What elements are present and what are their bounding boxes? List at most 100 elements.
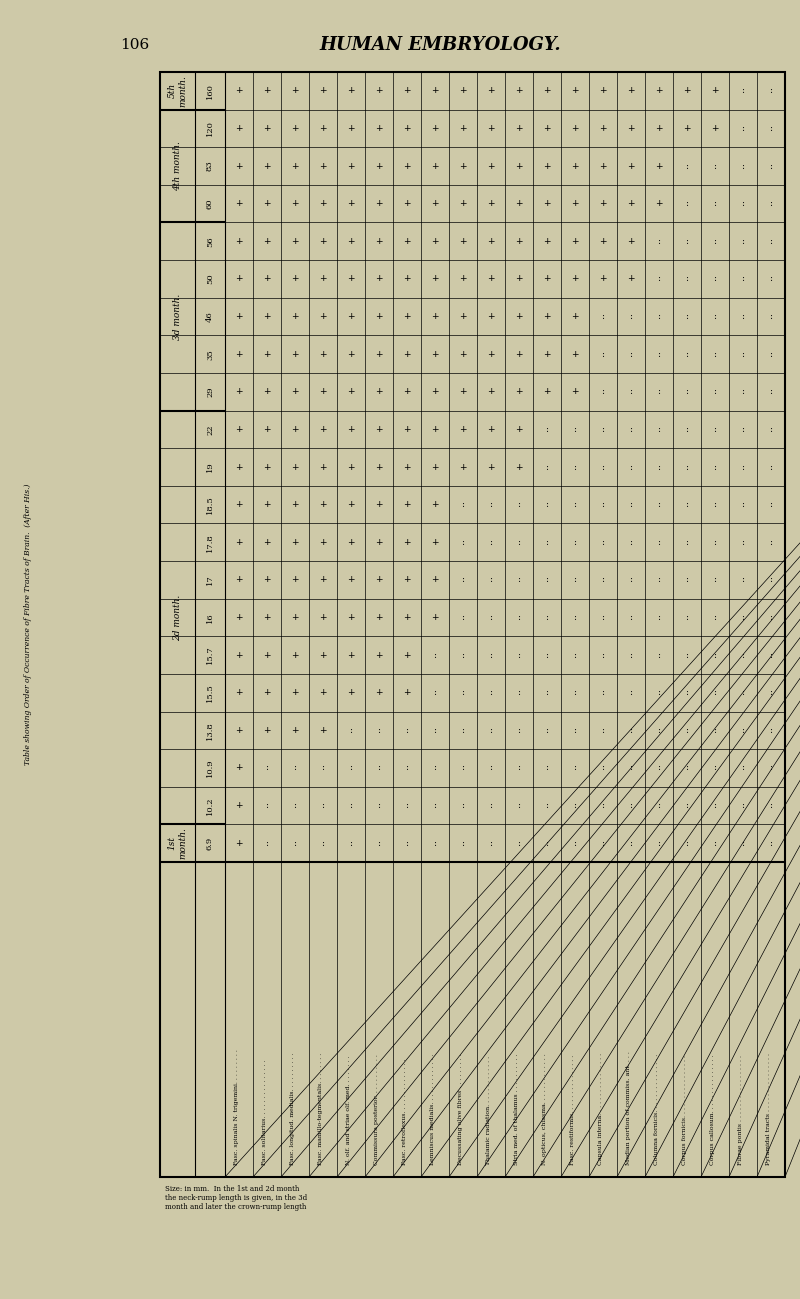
Text: +: + xyxy=(403,613,410,622)
Text: :: : xyxy=(714,688,717,698)
Text: +: + xyxy=(459,462,466,472)
Text: :: : xyxy=(686,312,689,321)
Text: :: : xyxy=(658,349,661,359)
Text: +: + xyxy=(319,425,326,434)
Text: +: + xyxy=(319,726,326,735)
Text: :: : xyxy=(574,425,577,434)
Text: +: + xyxy=(319,387,326,396)
Text: +: + xyxy=(235,651,242,660)
Text: +: + xyxy=(235,349,242,359)
Text: +: + xyxy=(347,613,354,622)
Text: +: + xyxy=(487,274,494,283)
Text: :: : xyxy=(742,651,745,660)
Text: :: : xyxy=(294,839,297,848)
Text: :: : xyxy=(490,651,493,660)
Text: :: : xyxy=(686,764,689,773)
Text: +: + xyxy=(403,425,410,434)
Text: +: + xyxy=(375,349,382,359)
Text: +: + xyxy=(263,274,270,283)
Text: :: : xyxy=(714,726,717,735)
Text: +: + xyxy=(347,387,354,396)
Text: :: : xyxy=(742,349,745,359)
Text: :: : xyxy=(462,801,465,811)
Text: :: : xyxy=(602,688,605,698)
Text: +: + xyxy=(655,199,662,208)
Text: +: + xyxy=(543,161,550,170)
Text: 3d month.: 3d month. xyxy=(173,294,182,339)
Text: +: + xyxy=(235,726,242,735)
Text: :: : xyxy=(546,726,549,735)
Text: +: + xyxy=(459,236,466,246)
Text: +: + xyxy=(627,161,634,170)
Text: :: : xyxy=(742,387,745,396)
Text: +: + xyxy=(235,575,242,585)
Text: :: : xyxy=(714,236,717,246)
Text: :: : xyxy=(686,575,689,585)
Text: :: : xyxy=(742,199,745,208)
Text: :: : xyxy=(350,839,353,848)
Text: +: + xyxy=(431,274,438,283)
Text: +: + xyxy=(347,462,354,472)
Text: +: + xyxy=(711,123,718,132)
Text: 5th
month.: 5th month. xyxy=(168,75,187,107)
Text: +: + xyxy=(515,312,522,321)
Text: +: + xyxy=(599,199,606,208)
Text: Commissura posterior. . . . . . . . . . .: Commissura posterior. . . . . . . . . . … xyxy=(374,1053,379,1165)
Text: :: : xyxy=(266,839,269,848)
Text: +: + xyxy=(543,236,550,246)
Text: +: + xyxy=(319,86,326,95)
Text: +: + xyxy=(319,651,326,660)
Text: :: : xyxy=(266,764,269,773)
Text: :: : xyxy=(462,500,465,509)
Text: :: : xyxy=(686,613,689,622)
Text: :: : xyxy=(350,764,353,773)
Text: Fasc. retroflexus. . . . . . . . . . . . . .: Fasc. retroflexus. . . . . . . . . . . .… xyxy=(402,1059,407,1165)
Text: :: : xyxy=(742,575,745,585)
Text: :: : xyxy=(742,123,745,132)
Text: +: + xyxy=(235,312,242,321)
Text: Fasc. restiformis. . . . . . . . . . . . . . .: Fasc. restiformis. . . . . . . . . . . .… xyxy=(570,1055,575,1165)
Text: :: : xyxy=(574,839,577,848)
Text: :: : xyxy=(714,575,717,585)
Text: :: : xyxy=(686,199,689,208)
Text: :: : xyxy=(658,274,661,283)
Text: +: + xyxy=(291,575,298,585)
Text: :: : xyxy=(546,425,549,434)
Text: 10.9: 10.9 xyxy=(206,759,214,777)
Text: :: : xyxy=(742,86,745,95)
Text: +: + xyxy=(263,613,270,622)
Text: Fasc. solitarius. . . . . . . . . . . . . . .: Fasc. solitarius. . . . . . . . . . . . … xyxy=(262,1060,267,1165)
Text: +: + xyxy=(403,86,410,95)
Text: +: + xyxy=(459,86,466,95)
Text: +: + xyxy=(291,500,298,509)
Text: N. opticus, chiasma. . . . . . . . . . . . .: N. opticus, chiasma. . . . . . . . . . .… xyxy=(542,1053,547,1165)
Text: +: + xyxy=(375,425,382,434)
Text: HUMAN EMBRYOLOGY.: HUMAN EMBRYOLOGY. xyxy=(319,36,561,55)
Text: 83: 83 xyxy=(206,161,214,171)
Text: +: + xyxy=(263,575,270,585)
Text: :: : xyxy=(742,236,745,246)
Text: Fibrae pontis . . . . . . . . . . . . . . . . .: Fibrae pontis . . . . . . . . . . . . . … xyxy=(738,1055,743,1165)
Text: +: + xyxy=(319,538,326,547)
Text: 106: 106 xyxy=(120,38,150,52)
Text: +: + xyxy=(515,349,522,359)
Text: +: + xyxy=(347,500,354,509)
Text: :: : xyxy=(770,236,773,246)
Text: +: + xyxy=(515,199,522,208)
Text: :: : xyxy=(490,538,493,547)
Text: +: + xyxy=(487,349,494,359)
Text: :: : xyxy=(462,575,465,585)
Text: +: + xyxy=(403,349,410,359)
Text: +: + xyxy=(319,123,326,132)
Text: :: : xyxy=(602,764,605,773)
Text: :: : xyxy=(574,462,577,472)
Text: +: + xyxy=(431,86,438,95)
Text: +: + xyxy=(375,651,382,660)
Text: :: : xyxy=(546,801,549,811)
Text: :: : xyxy=(658,236,661,246)
Text: +: + xyxy=(319,274,326,283)
Text: :: : xyxy=(406,801,409,811)
Text: +: + xyxy=(571,161,578,170)
Text: :: : xyxy=(602,726,605,735)
Text: :: : xyxy=(658,575,661,585)
